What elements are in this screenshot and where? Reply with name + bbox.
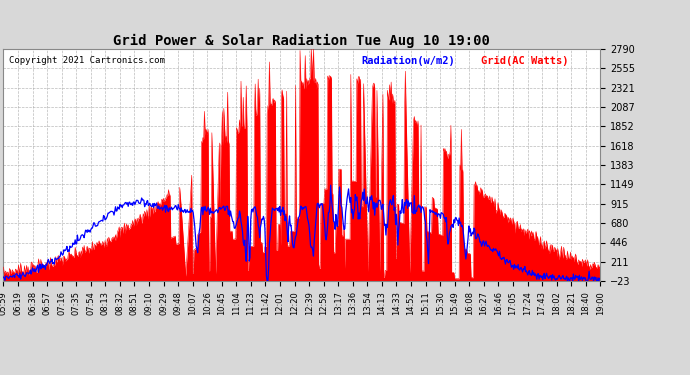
Text: Grid(AC Watts): Grid(AC Watts) (481, 56, 569, 66)
Title: Grid Power & Solar Radiation Tue Aug 10 19:00: Grid Power & Solar Radiation Tue Aug 10 … (113, 33, 491, 48)
Text: Radiation(w/m2): Radiation(w/m2) (362, 56, 455, 66)
Text: Copyright 2021 Cartronics.com: Copyright 2021 Cartronics.com (10, 56, 166, 65)
